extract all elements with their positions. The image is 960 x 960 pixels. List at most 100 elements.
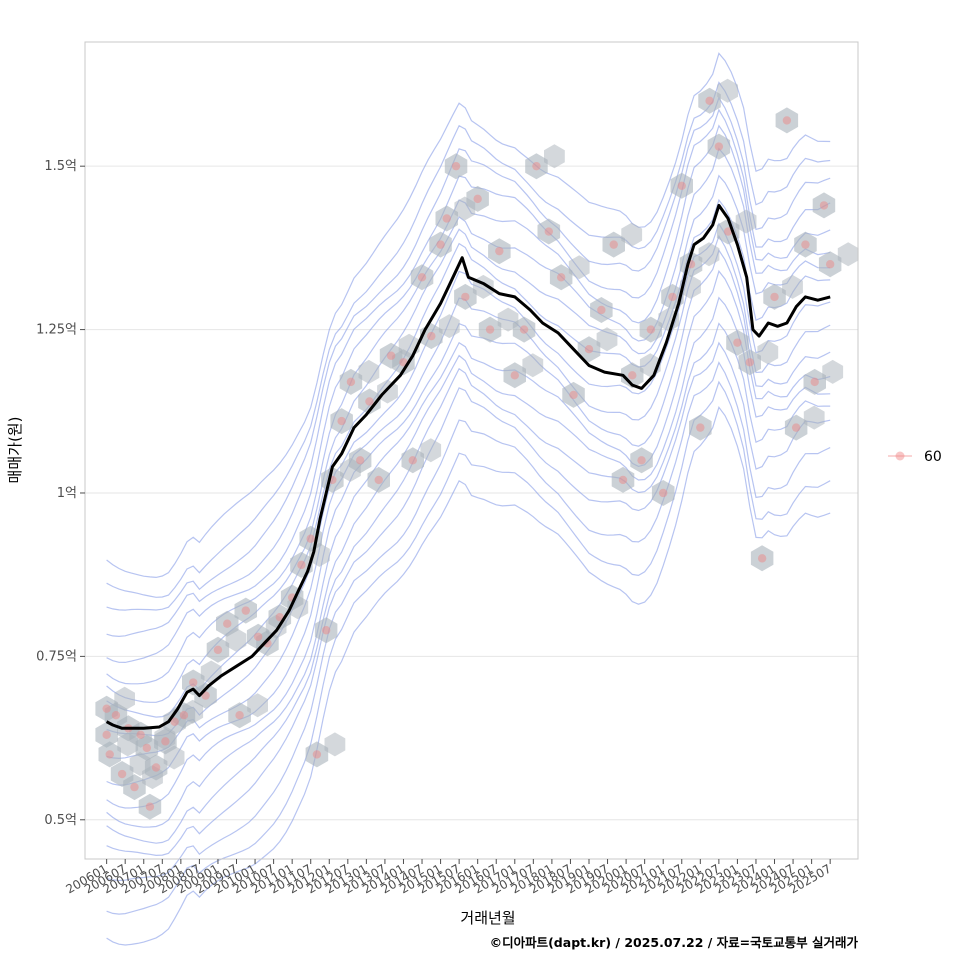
contour-line	[106, 52, 831, 579]
transaction-point	[213, 645, 223, 655]
hexbin-cell	[478, 316, 502, 343]
transaction-point	[659, 488, 668, 498]
hexbin-cell	[738, 349, 761, 376]
hexbin-cell	[135, 734, 159, 761]
transaction-point	[170, 717, 179, 726]
hexbin-cell	[803, 368, 826, 395]
transaction-point	[102, 730, 111, 740]
hexbin-cell	[330, 408, 353, 435]
hexbin-cell	[621, 362, 644, 389]
hexbin-cell	[228, 702, 251, 729]
hexbin-cell	[794, 231, 817, 258]
transaction-point	[386, 351, 396, 360]
transaction-point	[365, 397, 374, 406]
hexbin-cell	[726, 329, 749, 356]
transaction-point	[801, 240, 810, 249]
contour-line	[106, 296, 831, 828]
transaction-point	[723, 227, 733, 236]
hexbin-cell	[348, 447, 372, 474]
transaction-point	[235, 711, 244, 720]
hexbin-cell	[305, 741, 329, 768]
transaction-point	[532, 161, 541, 171]
hexbin-layer	[95, 78, 859, 820]
transaction-point	[179, 711, 189, 720]
transaction-point	[810, 377, 819, 387]
hexbin-cell	[144, 754, 168, 781]
hexbin-cell	[123, 774, 146, 801]
contour-line	[106, 198, 831, 718]
hexbin-cell	[549, 264, 573, 291]
hexbin-cell	[775, 107, 799, 134]
hexbin-cell	[466, 185, 489, 212]
hexbin-cell	[401, 447, 424, 474]
hexbin-cell	[358, 359, 380, 384]
transaction-point	[628, 371, 637, 380]
transaction-point	[427, 331, 436, 341]
hexbin-cell	[216, 610, 239, 637]
transaction-point	[105, 750, 114, 759]
hexbin-cell	[154, 728, 177, 755]
chart-caption: ©디아파트(dapt.kr) / 2025.07.22 / 자료=국토교통부 실…	[490, 935, 859, 950]
hexbin-cell	[590, 297, 613, 323]
transaction-point	[733, 338, 742, 347]
transaction-point	[461, 292, 470, 302]
hexbin-cell	[247, 693, 268, 718]
transaction-point	[136, 730, 145, 740]
hexbin-cell	[95, 721, 118, 748]
transaction-point	[241, 606, 250, 615]
transaction-point	[151, 763, 161, 772]
transaction-point	[346, 377, 356, 387]
hexbin-cell	[717, 78, 738, 103]
hexbin-cell	[512, 316, 536, 343]
transaction-point	[556, 273, 566, 282]
legend: 60	[888, 449, 942, 465]
transaction-point	[145, 802, 155, 811]
transaction-point	[544, 227, 553, 236]
plot-panel	[85, 42, 858, 859]
hexbin-cell	[522, 353, 544, 378]
transaction-point	[142, 743, 152, 753]
hexbin-cell	[268, 604, 292, 631]
contour-line	[106, 269, 831, 809]
transaction-point	[770, 292, 779, 302]
hexbin-cell	[651, 480, 675, 506]
hexbin-cell	[757, 340, 779, 365]
hexbin-cell	[367, 466, 390, 493]
transaction-point	[442, 214, 451, 223]
hexbin-cell	[689, 414, 712, 441]
hexbin-cell	[707, 133, 731, 160]
hexbin-cell	[488, 238, 511, 265]
transaction-point	[117, 769, 127, 779]
hexbin-cell	[596, 327, 618, 352]
y-axis-title: 매매가(원)	[6, 417, 24, 484]
hexbin-cell	[429, 231, 452, 258]
y-tick-label: 1.5억	[44, 159, 77, 174]
transaction-point	[408, 456, 417, 465]
y-tick-label: 1.25억	[36, 323, 77, 338]
contour-line	[106, 341, 831, 857]
hexbin-cell	[194, 682, 217, 709]
hexbin-cell	[206, 636, 230, 663]
y-tick-label: 0.75억	[36, 649, 77, 664]
contour-line	[106, 248, 831, 786]
transaction-point	[201, 691, 210, 700]
hexbin-cell	[639, 316, 663, 343]
transaction-point	[757, 554, 767, 563]
hexbin-cell	[803, 405, 825, 430]
transaction-point	[297, 560, 306, 570]
transaction-point	[111, 711, 121, 720]
transaction-point	[745, 358, 754, 367]
y-tick-label: 1억	[57, 486, 77, 501]
transaction-point	[337, 416, 346, 426]
plot-border	[84, 41, 859, 860]
transaction-point	[436, 240, 445, 249]
legend-key-point	[895, 451, 905, 461]
legend-label-60: 60	[924, 449, 942, 465]
hexbin-cell	[438, 314, 460, 339]
hexbin-cell	[339, 368, 363, 395]
hexbin-cell	[435, 205, 458, 232]
transaction-point	[473, 194, 482, 204]
hexbin-cell	[544, 144, 565, 169]
transaction-point	[306, 534, 315, 543]
trend-line	[105, 203, 831, 730]
